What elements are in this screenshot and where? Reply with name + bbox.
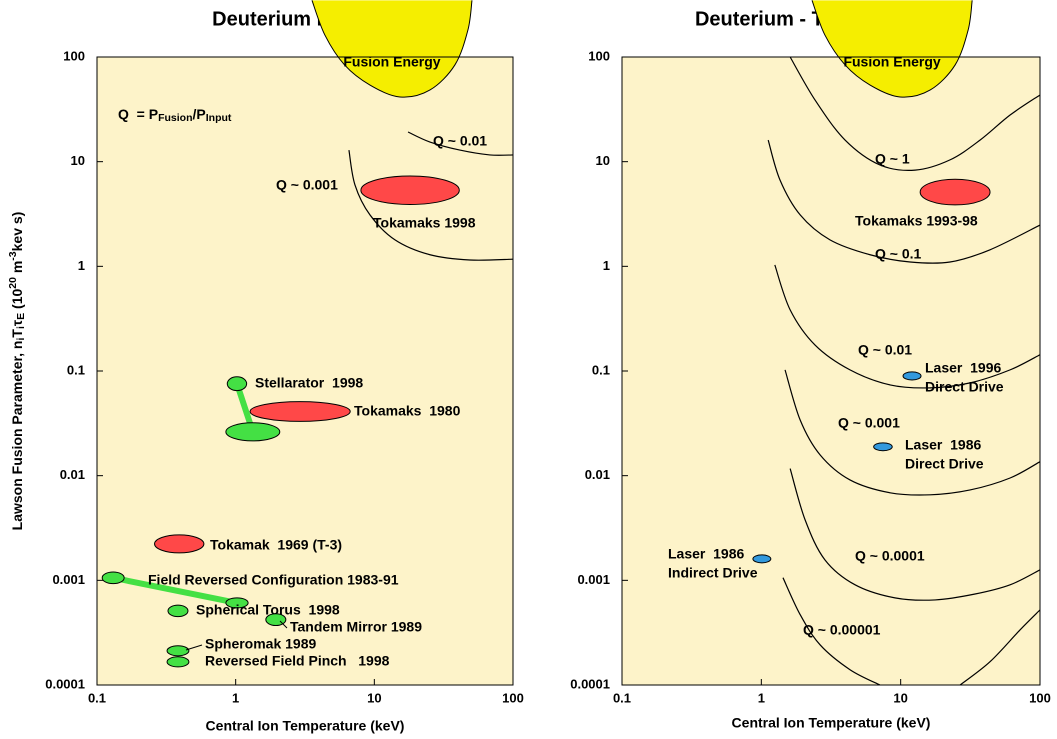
region xyxy=(752,554,772,564)
x-axis-label: Central Ion Temperature (keV) xyxy=(206,718,405,734)
contour xyxy=(407,131,514,156)
y-axis-label-part: E xyxy=(15,313,27,320)
y-tick-label: 0.001 xyxy=(52,572,85,587)
region-label: Laser 1996 xyxy=(925,360,1001,376)
region xyxy=(226,376,248,392)
fusion-region xyxy=(811,0,973,98)
y-tick-label: 1 xyxy=(78,258,85,273)
region-label: Laser 1986 xyxy=(668,546,744,562)
region-label: Tokamaks 1998 xyxy=(373,215,476,231)
region-label: Indirect Drive xyxy=(668,565,758,581)
contour xyxy=(784,369,1041,496)
y-tick-label: 0.1 xyxy=(67,362,85,377)
region xyxy=(167,604,189,618)
contour xyxy=(348,149,514,261)
region-label: Spheromak 1989 xyxy=(205,636,316,652)
y-tick-label: 1 xyxy=(603,258,610,273)
y-axis-label-part: -3 xyxy=(7,251,19,260)
contour xyxy=(774,264,1041,389)
region xyxy=(249,401,351,422)
x-tick-label: 10 xyxy=(893,690,907,705)
x-tick-label: 1 xyxy=(758,690,765,705)
y-axis-label-part: i xyxy=(15,338,27,341)
region-label: Tokamaks 1993-98 xyxy=(855,213,978,229)
y-axis-label-part: T xyxy=(9,329,25,338)
annotation-part: Fusion xyxy=(158,112,192,124)
region xyxy=(166,656,190,668)
region xyxy=(919,178,991,206)
region-label: Tokamaks 1980 xyxy=(354,403,461,419)
plot-area xyxy=(621,56,1041,686)
contour xyxy=(767,139,1041,264)
contour-label: Q ~ 0.01 xyxy=(858,342,912,358)
contour xyxy=(789,56,1041,171)
y-tick-label: 0.01 xyxy=(585,467,610,482)
region-label: Direct Drive xyxy=(905,456,984,472)
contour-label: Q ~ 0.0001 xyxy=(855,548,925,564)
y-tick-label: 100 xyxy=(63,48,85,63)
y-tick-label: 10 xyxy=(71,153,85,168)
x-tick-label: 0.1 xyxy=(88,690,106,705)
contour xyxy=(959,609,1041,686)
x-axis-label: Central Ion Temperature (keV) xyxy=(732,715,931,731)
leader xyxy=(279,620,288,629)
y-axis-label-part: Lawson Fusion Parameter, n xyxy=(9,341,25,531)
contour-label: Q ~ 0.00001 xyxy=(803,622,881,638)
fusion-label: Fusion Energy xyxy=(843,54,940,70)
fusion-label: Fusion Energy xyxy=(343,54,440,70)
leader xyxy=(185,644,203,651)
region xyxy=(225,597,249,609)
y-axis-label-part: 20 xyxy=(7,277,19,289)
region-label: Tokamak 1969 (T-3) xyxy=(210,537,342,553)
y-axis-label-part: m xyxy=(9,261,25,277)
contour-label: Q ~ 1 xyxy=(875,151,910,167)
region-label: Stellarator 1998 xyxy=(255,375,363,391)
region-label: Laser 1986 xyxy=(905,437,981,453)
y-tick-label: 0.0001 xyxy=(45,676,85,691)
y-tick-label: 0.01 xyxy=(60,467,85,482)
contour-label: Q ~ 0.01 xyxy=(433,133,487,149)
plot-area xyxy=(96,56,514,686)
x-tick-label: 100 xyxy=(1029,690,1051,705)
y-tick-label: 10 xyxy=(596,153,610,168)
annotation-part: Input xyxy=(206,112,232,124)
annotation-part: Q = P xyxy=(118,106,158,122)
y-axis-label: Lawson Fusion Parameter, niTiτE (1020 m-… xyxy=(7,212,26,531)
region xyxy=(154,534,205,554)
y-tick-label: 0.0001 xyxy=(570,676,610,691)
y-axis-label-part: τ xyxy=(9,319,25,326)
y-tick-label: 0.001 xyxy=(577,572,610,587)
region xyxy=(166,645,190,657)
fusion-region xyxy=(311,0,473,98)
contour-label: Q ~ 0.001 xyxy=(838,415,900,431)
region xyxy=(265,613,287,627)
y-tick-label: 100 xyxy=(588,48,610,63)
x-tick-label: 0.1 xyxy=(613,690,631,705)
y-axis-label-part: kev s) xyxy=(9,212,25,252)
annotation-part: /P xyxy=(193,106,206,122)
contour xyxy=(782,577,881,686)
connector xyxy=(112,574,238,606)
contour xyxy=(789,468,1041,601)
contour-label: Q ~ 0.001 xyxy=(276,177,338,193)
region-label: Spherical Torus 1998 xyxy=(196,602,340,618)
region xyxy=(873,442,893,452)
region xyxy=(101,571,125,585)
region-label: Tandem Mirror 1989 xyxy=(290,619,422,635)
y-tick-label: 0.1 xyxy=(592,362,610,377)
region-label: Field Reversed Configuration 1983-91 xyxy=(148,572,399,588)
region xyxy=(225,422,281,442)
x-tick-label: 1 xyxy=(232,690,239,705)
y-axis-label-part: (10 xyxy=(9,289,25,313)
x-tick-label: 100 xyxy=(502,690,524,705)
y-axis-label-part: i xyxy=(15,326,27,329)
region-label: Direct Drive xyxy=(925,379,1004,395)
contour-label: Q ~ 0.1 xyxy=(875,246,922,262)
region xyxy=(902,371,922,381)
annotation: Q = PFusion/PInput xyxy=(118,106,232,124)
region xyxy=(360,175,460,205)
region-label: Reversed Field Pinch 1998 xyxy=(205,653,390,669)
x-tick-label: 10 xyxy=(367,690,381,705)
